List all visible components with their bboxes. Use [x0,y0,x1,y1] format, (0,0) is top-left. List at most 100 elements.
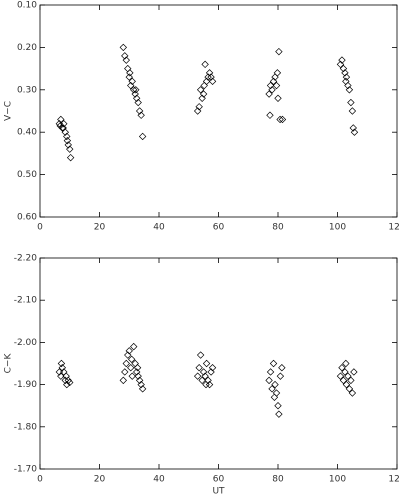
point [193,107,202,115]
point [342,73,351,81]
point [271,380,279,389]
y-axis-label: V−C [4,101,14,121]
point [57,359,66,368]
point [274,94,282,102]
point [207,73,215,81]
point [126,69,134,77]
point [58,124,67,132]
point [127,364,135,372]
point [56,122,64,130]
point [202,359,211,368]
point [342,359,350,368]
point [195,103,203,111]
point [339,376,348,385]
point [128,372,136,380]
point [135,376,144,385]
point [63,132,71,141]
y-tick-label: 0.40 [17,128,37,138]
y-tick-label: 0.60 [17,213,37,223]
point [132,94,141,102]
y-tick-label: -2.20 [14,254,38,264]
point [193,372,202,380]
point [66,145,74,153]
point [63,136,72,145]
point [275,410,283,418]
point [266,368,275,376]
point [350,368,358,376]
point [131,90,139,98]
point [347,376,355,385]
point [341,69,349,77]
x-tick-label: 40 [153,223,165,233]
point [278,364,286,372]
x-tick-label: 20 [94,475,106,485]
point [198,94,206,102]
point [273,69,282,77]
point [134,372,142,380]
plot-frame [39,257,398,470]
y-tick-label: -2.10 [14,296,38,306]
point [195,364,203,372]
point [272,81,281,90]
point [61,376,69,385]
x-tick-label: 80 [272,223,284,233]
point [265,90,273,98]
point [268,385,276,393]
point [265,376,273,385]
y-axis-label: C−K [4,353,14,374]
point [125,73,133,81]
y-tick-label: 0.10 [17,1,37,11]
point [127,355,136,363]
point [130,86,138,94]
point [124,64,132,73]
point [345,86,354,94]
point [64,141,72,149]
point [127,81,135,90]
point [348,107,357,115]
point [205,69,214,77]
point [199,368,208,376]
point [133,364,142,372]
point [341,368,349,376]
point [269,77,278,86]
point [135,107,144,115]
point [349,124,357,132]
point [66,378,74,387]
x-tick-label: 20 [94,223,106,233]
point [134,98,142,107]
point [137,111,145,119]
point [276,372,285,380]
x-tick-label: 0 [37,475,43,485]
point [121,52,129,60]
point [196,351,205,359]
point [57,115,65,124]
point [266,111,274,119]
point [59,124,67,132]
point [272,389,281,397]
point [125,347,133,355]
point [201,372,209,380]
point [278,115,287,124]
point [130,342,138,351]
point [63,380,71,389]
point [122,56,130,64]
point [199,90,208,98]
y-tick-label: -2.00 [14,338,38,348]
point [268,86,276,94]
point [62,372,70,380]
point [339,64,348,73]
x-axis-label: UT [212,487,225,497]
point [201,60,209,69]
x-tick-label: 60 [213,223,225,233]
point [58,364,67,372]
x-tick-label: 0 [37,223,43,233]
point [119,376,127,385]
point [57,372,65,380]
y-tick-label: -1.70 [14,465,38,475]
x-tick-label: 120 [388,223,400,233]
point [60,120,68,128]
x-tick-label: 40 [153,475,165,485]
point [119,43,127,52]
y-tick-label: 0.30 [17,85,37,95]
